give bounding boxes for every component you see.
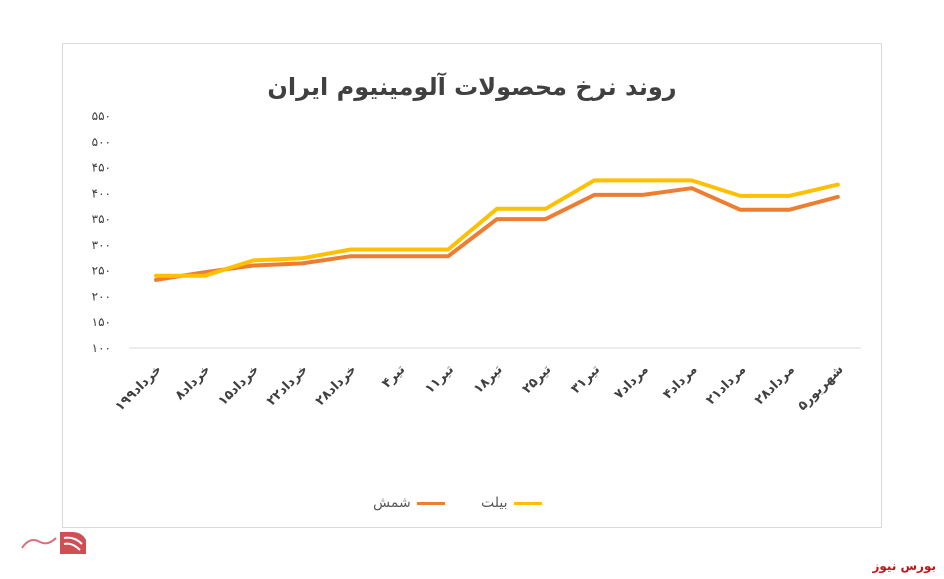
x-tick-label: ۱۱تیر xyxy=(422,362,457,397)
y-tick-label: ۳۵۰ xyxy=(92,212,111,226)
legend-label-shemsh: شمش xyxy=(373,495,411,511)
series-line-shemsh xyxy=(154,186,840,282)
y-tick-label: ۱۵۰ xyxy=(92,315,111,329)
legend-item-shemsh: شمش xyxy=(373,493,445,513)
x-tick-label: ۸خرداد xyxy=(172,362,213,403)
brand-text: بورس نیوز xyxy=(872,559,936,573)
x-tick-label: ۲۱مرداد xyxy=(703,362,749,408)
x-tick-label: ۱۵خرداد xyxy=(215,362,262,409)
legend-label-billet: بیلت xyxy=(481,495,508,511)
x-tick-label: ۱۸تیر xyxy=(471,362,506,397)
legend-swatch-billet xyxy=(513,501,542,505)
x-tick-label: ۴تیر xyxy=(379,362,408,391)
y-tick-label: ۲۵۰ xyxy=(92,264,111,278)
x-tick-label: ۲۵تیر xyxy=(520,362,555,397)
x-tick-label: ۲۸مرداد xyxy=(752,362,798,408)
x-tick-label: ۲۸خرداد xyxy=(313,362,360,409)
chart-title: روند نرخ محصولات آلومینیوم ایران xyxy=(267,73,677,101)
x-tick-label: ۲۲خرداد xyxy=(264,362,311,409)
y-tick-label: ۵۰۰ xyxy=(92,135,111,149)
chart-frame: روند نرخ محصولات آلومینیوم ایران ۱۰۰ ۱۵۰ ۲… xyxy=(62,43,882,528)
y-tick-label: ۴۰۰ xyxy=(92,186,111,200)
x-tick-label: ۵شهریور xyxy=(795,362,847,414)
y-tick-label: ۴۵۰ xyxy=(92,161,111,175)
y-tick-label: ۵۵۰ xyxy=(92,109,111,123)
y-axis: ۱۰۰ ۱۵۰ ۲۰۰ ۲۵۰ ۳۰۰ ۳۵۰ ۴۰۰ ۴۵۰ ۵۰۰ ۵۵۰ xyxy=(92,109,111,355)
y-tick-label: ۳۰۰ xyxy=(92,238,111,252)
line-chart: ۱۰۰ ۱۵۰ ۲۰۰ ۲۵۰ ۳۰۰ ۳۵۰ ۴۰۰ ۴۵۰ ۵۰۰ ۵۵۰ ۱خرداد۹۹ ۸… xyxy=(92,109,861,415)
x-tick-label: ۳۱تیر xyxy=(568,362,603,397)
x-tick-label: ۱خرداد۹۹ xyxy=(112,362,164,414)
x-tick-label: ۷مرداد xyxy=(612,362,652,402)
x-tick-label: ۴مرداد xyxy=(660,362,700,402)
y-tick-label: ۱۰۰ xyxy=(92,341,111,355)
series-lines xyxy=(154,178,840,282)
legend-item-billet: بیلت xyxy=(481,493,542,513)
bourse-news-logo-icon xyxy=(21,532,86,554)
series-line-billet xyxy=(154,178,840,278)
legend-swatch-shemsh xyxy=(416,501,445,505)
y-tick-label: ۲۰۰ xyxy=(92,289,111,303)
